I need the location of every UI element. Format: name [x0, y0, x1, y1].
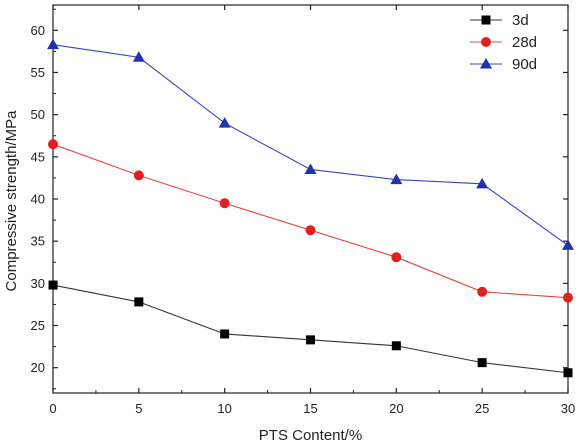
- data-point-3d: [306, 335, 315, 345]
- x-tick-label: 25: [475, 401, 489, 416]
- data-point-28d: [305, 225, 316, 236]
- y-tick-label: 40: [31, 192, 45, 207]
- data-point-3d: [220, 329, 230, 339]
- y-tick-label: 25: [31, 318, 45, 333]
- legend-marker: [481, 15, 491, 25]
- data-point-3d: [134, 297, 144, 307]
- data-point-90d: [47, 38, 59, 50]
- plot-frame: [52, 4, 569, 394]
- data-point-3d: [391, 341, 401, 351]
- data-point-28d: [391, 252, 402, 263]
- data-point-3d: [48, 280, 58, 290]
- y-tick-label: 30: [31, 276, 45, 291]
- data-point-90d: [132, 51, 145, 62]
- series-28d: [48, 139, 573, 303]
- series-3d: [48, 280, 573, 378]
- data-point-3d: [563, 368, 573, 378]
- data-point-28d: [563, 292, 573, 303]
- data-point-3d: [477, 358, 487, 368]
- legend-marker: [480, 58, 492, 69]
- legend-item-28d: 28d: [470, 34, 537, 51]
- data-point-90d: [562, 239, 574, 250]
- data-point-90d: [304, 163, 317, 174]
- series-line-3d: [52, 284, 569, 374]
- legend: 3d 28d 90d: [470, 12, 537, 73]
- y-tick-label: 35: [31, 234, 45, 249]
- data-point-90d: [218, 117, 231, 128]
- series-group: [47, 38, 574, 378]
- legend-label: 90d: [512, 56, 537, 73]
- x-tick-label: 30: [561, 401, 575, 416]
- series-line-90d: [52, 44, 569, 246]
- axes: [52, 4, 569, 394]
- x-tick-label: 10: [217, 401, 231, 416]
- y-axis-label: Compressive strength/MPa: [3, 110, 20, 292]
- y-tick-label: 50: [31, 107, 45, 122]
- ticks: 0 5 10 15 20 25 30 20 25 30 35 40 45 50 55 60: [31, 5, 575, 416]
- x-tick-label: 5: [135, 401, 142, 416]
- data-point-28d: [477, 286, 488, 297]
- y-tick-label: 20: [31, 360, 45, 375]
- y-tick-label: 60: [31, 23, 45, 38]
- legend-item-3d: 3d: [470, 12, 529, 29]
- data-point-28d: [48, 139, 58, 150]
- data-point-90d: [390, 173, 403, 185]
- data-point-28d: [219, 198, 230, 209]
- legend-label: 28d: [512, 34, 537, 51]
- x-axis-label: PTS Content/%: [259, 427, 362, 444]
- x-tick-label: 15: [303, 401, 317, 416]
- legend-marker: [481, 37, 491, 47]
- y-tick-label: 45: [31, 149, 45, 164]
- x-tick-label: 0: [49, 401, 56, 416]
- legend-item-90d: 90d: [470, 56, 537, 73]
- legend-label: 3d: [512, 12, 529, 29]
- data-point-90d: [476, 177, 489, 189]
- y-tick-label: 55: [31, 65, 45, 80]
- data-point-28d: [133, 170, 144, 181]
- x-tick-label: 20: [389, 401, 403, 416]
- series-90d: [47, 38, 574, 250]
